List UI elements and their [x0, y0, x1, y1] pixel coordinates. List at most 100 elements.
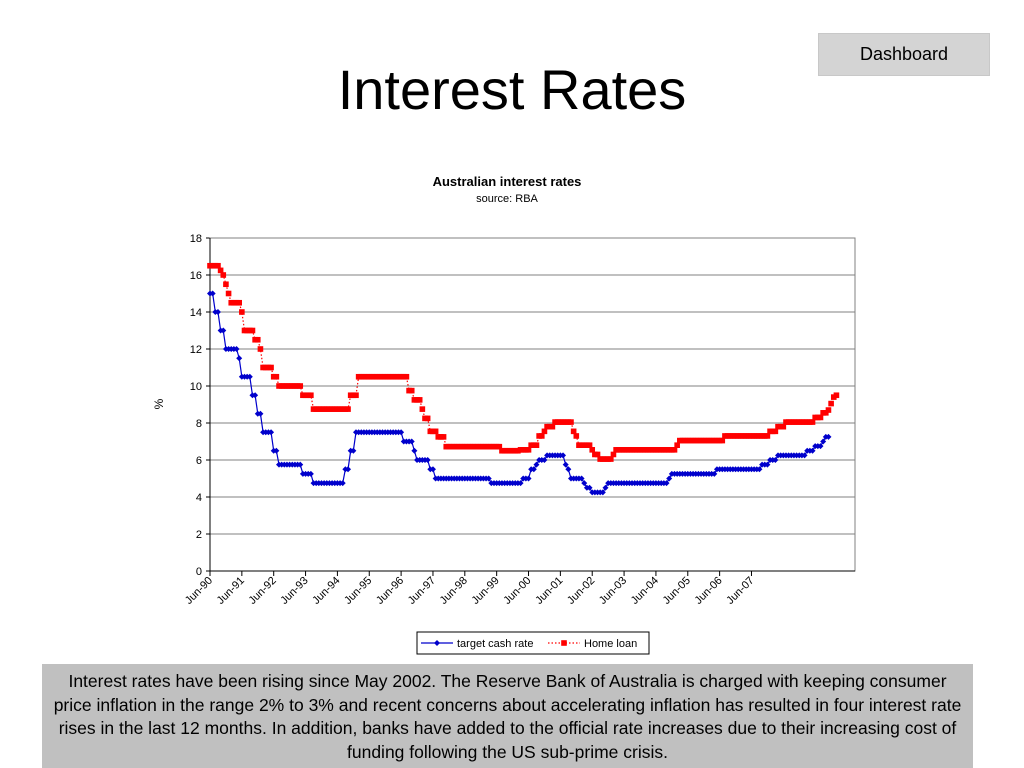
y-tick-label: 10	[190, 381, 202, 393]
data-point	[416, 397, 423, 403]
data-point	[254, 336, 261, 343]
data-point	[538, 433, 545, 439]
data-point	[268, 429, 275, 436]
data-point	[610, 451, 617, 458]
dashboard-button[interactable]: Dashboard	[818, 33, 990, 76]
data-point	[801, 452, 808, 459]
chart-title: Australian interest rates	[433, 174, 582, 189]
data-point	[257, 346, 264, 352]
data-point	[429, 466, 436, 473]
data-point	[568, 419, 574, 425]
data-point	[209, 290, 216, 297]
data-point	[817, 443, 824, 450]
data-point	[809, 419, 816, 425]
data-point	[772, 428, 779, 435]
x-tick-label: Jun-92	[247, 575, 279, 607]
data-point	[411, 447, 418, 454]
data-point	[408, 387, 415, 394]
data-point	[403, 373, 410, 380]
y-tick-label: 12	[190, 344, 202, 356]
x-tick-label: Jun-07	[724, 575, 756, 607]
data-point	[562, 461, 569, 468]
y-tick-label: 0	[196, 566, 202, 578]
y-tick-label: 18	[190, 233, 202, 245]
x-tick-label: Jun-96	[374, 575, 406, 607]
commentary-text: Interest rates have been rising since Ma…	[42, 664, 973, 768]
data-point	[533, 461, 540, 468]
data-point	[440, 434, 447, 440]
data-point	[345, 466, 352, 473]
data-point	[578, 475, 585, 482]
data-point	[214, 309, 221, 315]
data-point	[432, 428, 439, 435]
data-point	[424, 457, 431, 463]
data-point	[586, 484, 593, 491]
data-point	[398, 429, 405, 436]
x-tick-label: Jun-05	[661, 575, 693, 607]
data-point	[581, 480, 588, 487]
x-tick-label: Jun-03	[597, 575, 629, 607]
legend-box	[416, 631, 650, 655]
data-point	[663, 480, 670, 487]
x-tick-label: Jun-93	[278, 575, 310, 607]
data-point	[586, 442, 593, 448]
data-point	[297, 383, 304, 389]
data-point	[236, 299, 242, 306]
data-point	[249, 327, 256, 334]
data-point	[772, 457, 779, 463]
series-home-loan	[207, 262, 840, 462]
data-point	[308, 392, 314, 399]
y-tick-label: 14	[190, 307, 202, 319]
x-tick-label: Jun-99	[470, 575, 502, 607]
data-point	[239, 309, 245, 315]
data-point	[525, 475, 532, 482]
interest-rate-chart: Australian interest rates source: RBA % …	[152, 174, 856, 655]
data-point	[573, 433, 580, 439]
data-point	[419, 406, 426, 412]
data-point	[589, 447, 596, 453]
series-line	[210, 265, 837, 460]
data-point	[217, 267, 224, 274]
data-point	[541, 457, 548, 463]
data-point	[825, 407, 832, 413]
data-point	[533, 442, 540, 448]
plot-border	[209, 237, 856, 572]
legend: target cash rate Home loan	[416, 631, 650, 655]
x-tick-label: Jun-95	[342, 575, 374, 607]
data-point	[719, 437, 726, 444]
data-point	[220, 272, 227, 278]
data-point	[215, 262, 221, 269]
data-point	[833, 392, 840, 399]
data-point	[220, 327, 227, 334]
data-point	[666, 475, 673, 482]
legend-marker	[561, 640, 567, 646]
x-tick-label: Jun-97	[406, 575, 438, 607]
x-tick-label: Jun-94	[310, 575, 342, 607]
data-point	[252, 392, 259, 399]
data-point	[780, 423, 787, 430]
data-point	[517, 480, 524, 487]
x-tick-label: Jun-98	[438, 575, 470, 607]
data-point	[594, 451, 601, 458]
series-layer	[207, 262, 840, 496]
y-tick-label: 6	[196, 455, 202, 467]
chart-subtitle: source: RBA	[476, 193, 538, 205]
data-point	[350, 447, 357, 454]
data-point	[671, 447, 678, 453]
data-point	[809, 447, 816, 454]
data-point	[764, 433, 771, 439]
data-point	[530, 466, 537, 473]
data-point	[570, 428, 577, 435]
data-point	[756, 466, 763, 473]
y-tick-label: 16	[190, 270, 202, 282]
data-point	[496, 443, 503, 450]
legend-marker	[434, 640, 440, 646]
data-point	[599, 489, 606, 496]
page-title: Interest Rates	[337, 58, 687, 121]
data-point	[307, 470, 314, 477]
data-point	[353, 392, 359, 399]
data-point	[424, 415, 431, 422]
data-point	[233, 346, 240, 352]
x-tick-label: Jun-04	[629, 575, 661, 607]
